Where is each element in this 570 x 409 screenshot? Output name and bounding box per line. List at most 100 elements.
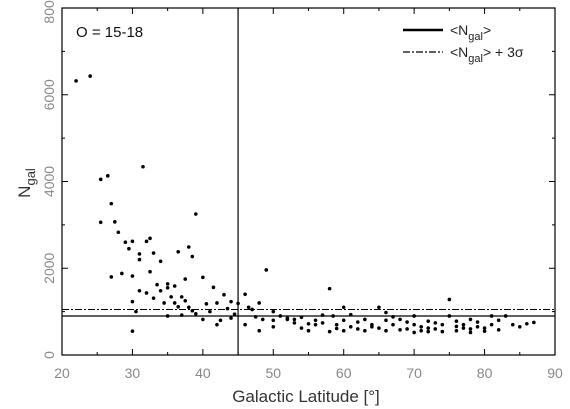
data-point	[137, 289, 142, 293]
y-tick-label: 6000	[41, 79, 57, 110]
x-tick-label: 40	[195, 365, 211, 381]
data-point	[419, 325, 423, 329]
data-point	[141, 164, 145, 169]
data-point	[194, 311, 198, 316]
data-point	[334, 322, 339, 327]
data-point	[468, 327, 473, 331]
data-point	[426, 329, 431, 334]
data-point	[454, 324, 459, 329]
data-point	[243, 292, 247, 297]
data-point	[447, 314, 452, 318]
data-point	[331, 314, 335, 318]
data-point	[278, 314, 283, 318]
data-point	[510, 322, 515, 327]
data-point	[127, 246, 131, 251]
data-point	[130, 329, 135, 333]
data-point	[320, 313, 325, 317]
data-point	[320, 321, 325, 325]
data-point	[384, 318, 388, 323]
data-point	[299, 315, 304, 320]
data-point	[222, 292, 226, 297]
data-point	[211, 285, 216, 290]
data-point	[489, 322, 494, 327]
data-point	[130, 299, 135, 304]
data-point	[271, 325, 276, 329]
data-point	[363, 328, 367, 333]
data-point	[243, 322, 247, 327]
data-point	[405, 320, 409, 324]
data-point	[475, 325, 480, 329]
data-point	[532, 320, 536, 325]
data-point	[158, 289, 163, 293]
data-point	[271, 318, 276, 323]
data-point	[405, 327, 409, 331]
data-point	[525, 321, 529, 326]
data-point	[208, 309, 212, 314]
data-point	[162, 301, 166, 305]
data-point	[264, 268, 269, 272]
panel-label: O = 15-18	[76, 24, 143, 41]
data-point	[447, 297, 452, 302]
data-point	[292, 321, 297, 325]
data-point	[517, 325, 522, 329]
data-point	[172, 284, 177, 288]
data-point	[370, 322, 374, 327]
data-point	[440, 322, 445, 327]
data-point	[496, 328, 501, 332]
x-tick-label: 20	[54, 365, 70, 381]
data-point	[215, 301, 219, 305]
data-point	[137, 252, 142, 256]
data-point	[183, 277, 188, 281]
data-point	[250, 307, 254, 312]
data-point	[144, 239, 149, 244]
data-point	[179, 295, 184, 299]
data-point	[341, 318, 346, 323]
legend-label: <Ngal>	[450, 22, 491, 43]
data-point	[384, 328, 388, 333]
data-point	[334, 326, 339, 331]
data-point	[426, 326, 431, 330]
data-point	[468, 317, 473, 322]
data-point	[176, 249, 181, 254]
data-point	[306, 321, 311, 326]
data-point	[232, 312, 237, 317]
data-point	[109, 275, 114, 279]
data-point	[391, 315, 395, 319]
data-point	[313, 318, 318, 323]
data-point	[412, 322, 416, 327]
data-point	[285, 317, 290, 322]
data-point	[271, 309, 276, 314]
data-point	[229, 316, 233, 320]
data-point	[461, 326, 466, 330]
data-point	[419, 328, 423, 333]
data-point	[151, 296, 156, 300]
data-point	[190, 308, 195, 313]
data-point	[327, 286, 332, 291]
data-point	[440, 329, 445, 334]
x-tick-label: 70	[406, 365, 422, 381]
data-point	[356, 327, 360, 331]
data-point	[165, 282, 170, 286]
data-point	[179, 313, 184, 317]
data-point	[377, 305, 381, 310]
data-point	[201, 317, 205, 322]
data-point	[482, 326, 487, 330]
data-point	[201, 275, 205, 280]
data-point	[468, 330, 473, 335]
data-point	[348, 312, 353, 317]
data-point	[341, 305, 346, 310]
data-point	[433, 321, 438, 325]
data-point	[356, 320, 360, 324]
data-point	[489, 314, 494, 318]
data-point	[363, 317, 367, 322]
y-axis-title-subscript: gal	[23, 168, 38, 185]
data-point	[183, 298, 188, 303]
data-point	[412, 314, 416, 318]
data-point	[186, 305, 191, 310]
data-point	[225, 306, 230, 311]
data-point	[257, 301, 262, 305]
data-point	[151, 251, 156, 255]
data-point	[257, 328, 262, 333]
data-point	[482, 329, 487, 333]
data-point	[130, 274, 135, 278]
